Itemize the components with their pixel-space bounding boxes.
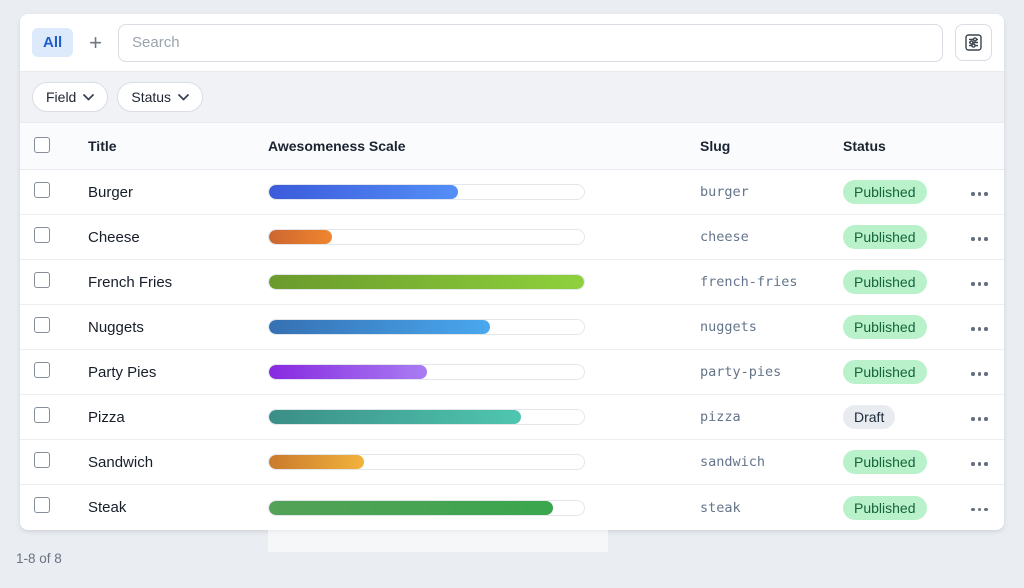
sliders-icon	[964, 33, 983, 52]
table-row: French Fries french-fries Published	[20, 260, 1004, 305]
list-view-card: All + Field	[20, 14, 1004, 530]
awesomeness-bar-fill	[269, 410, 521, 424]
row-actions-button[interactable]	[967, 321, 992, 337]
row-slug: cheese	[700, 229, 749, 245]
awesomeness-bar-fill	[269, 365, 427, 379]
status-badge: Published	[843, 270, 927, 294]
status-badge: Published	[843, 315, 927, 339]
awesomeness-bar-track	[268, 364, 585, 380]
filter-bar: Field Status	[20, 71, 1004, 123]
column-header-slug[interactable]: Slug	[700, 138, 731, 154]
ellipsis-icon	[971, 327, 975, 331]
awesomeness-bar-fill	[269, 185, 458, 199]
ellipsis-icon	[971, 192, 975, 196]
awesomeness-bar-track	[268, 454, 585, 470]
row-title[interactable]: Cheese	[88, 228, 140, 246]
toolbar: All +	[20, 14, 1004, 71]
ellipsis-icon	[971, 507, 975, 511]
row-checkbox[interactable]	[34, 406, 50, 423]
row-slug: burger	[700, 184, 749, 200]
row-slug: pizza	[700, 409, 741, 425]
row-checkbox[interactable]	[34, 316, 50, 333]
status-badge: Published	[843, 360, 927, 384]
table-row: Burger burger Published	[20, 170, 1004, 215]
row-title[interactable]: Nuggets	[88, 318, 144, 336]
column-header-title[interactable]: Title	[88, 138, 117, 154]
row-slug: nuggets	[700, 319, 757, 335]
table-row: Pizza pizza Draft	[20, 395, 1004, 440]
ellipsis-icon	[971, 462, 975, 466]
status-badge: Published	[843, 225, 927, 249]
column-header-scale[interactable]: Awesomeness Scale	[268, 138, 406, 154]
row-title[interactable]: French Fries	[88, 273, 173, 291]
table-row: Nuggets nuggets Published	[20, 305, 1004, 350]
status-badge: Published	[843, 180, 927, 204]
ellipsis-icon	[971, 237, 975, 241]
chevron-down-icon	[83, 93, 95, 101]
row-checkbox[interactable]	[34, 226, 50, 243]
row-checkbox[interactable]	[34, 361, 50, 378]
awesomeness-bar-track	[268, 274, 585, 290]
ellipsis-icon	[971, 372, 975, 376]
add-view-button[interactable]: +	[83, 31, 108, 54]
row-slug: sandwich	[700, 454, 766, 470]
row-slug: french-fries	[700, 274, 798, 290]
table-row: Steak steak Published	[20, 485, 1004, 530]
row-checkbox[interactable]	[34, 271, 50, 288]
awesomeness-bar-fill	[269, 275, 584, 289]
awesomeness-bar-track	[268, 409, 585, 425]
awesomeness-bar-track	[268, 184, 585, 200]
filter-button-status[interactable]: Status	[117, 82, 204, 112]
table-row: Party Pies party-pies Published	[20, 350, 1004, 395]
awesomeness-bar-fill	[269, 230, 332, 244]
table-row: Sandwich sandwich Published	[20, 440, 1004, 485]
chevron-down-icon	[178, 93, 189, 101]
column-header-status[interactable]: Status	[843, 138, 886, 154]
awesomeness-bar-track	[268, 319, 585, 335]
ellipsis-icon	[971, 417, 975, 421]
awesomeness-bar-fill	[269, 455, 364, 469]
row-actions-button[interactable]	[967, 456, 992, 472]
row-actions-button[interactable]	[967, 231, 992, 247]
column-settings-button[interactable]	[955, 24, 992, 61]
row-slug: party-pies	[700, 364, 782, 380]
row-title[interactable]: Pizza	[88, 408, 125, 426]
row-actions-button[interactable]	[967, 186, 992, 202]
row-slug: steak	[700, 499, 741, 516]
table-header: Title Awesomeness Scale Slug Status	[20, 123, 1004, 170]
status-badge: Draft	[843, 405, 896, 429]
row-actions-button[interactable]	[967, 411, 992, 427]
row-title[interactable]: Party Pies	[88, 363, 157, 381]
tab-all[interactable]: All	[32, 28, 74, 57]
table-body: Burger burger Published Cheese	[20, 170, 1004, 530]
row-title[interactable]: Burger	[88, 183, 134, 201]
status-badge: Published	[843, 450, 927, 474]
table-row: Cheese cheese Published	[20, 215, 1004, 260]
row-actions-button[interactable]	[967, 366, 992, 382]
pagination-count: 1-8 of 8	[16, 551, 62, 566]
search-input[interactable]	[118, 23, 943, 62]
row-actions-button[interactable]	[967, 276, 992, 292]
row-checkbox[interactable]	[34, 181, 50, 198]
awesomeness-bar-fill	[269, 500, 553, 515]
select-all-checkbox[interactable]	[34, 136, 50, 153]
ellipsis-icon	[971, 282, 975, 286]
row-title[interactable]: Sandwich	[88, 453, 154, 471]
awesomeness-bar-track	[268, 229, 585, 245]
row-checkbox[interactable]	[34, 451, 50, 468]
awesomeness-bar-fill	[269, 320, 490, 334]
awesomeness-bar-track	[268, 499, 585, 516]
row-title[interactable]: Steak	[88, 499, 127, 516]
status-badge: Published	[843, 495, 927, 520]
row-actions-button[interactable]	[967, 502, 992, 518]
filter-button-field[interactable]: Field	[32, 82, 109, 112]
row-checkbox[interactable]	[34, 497, 50, 513]
